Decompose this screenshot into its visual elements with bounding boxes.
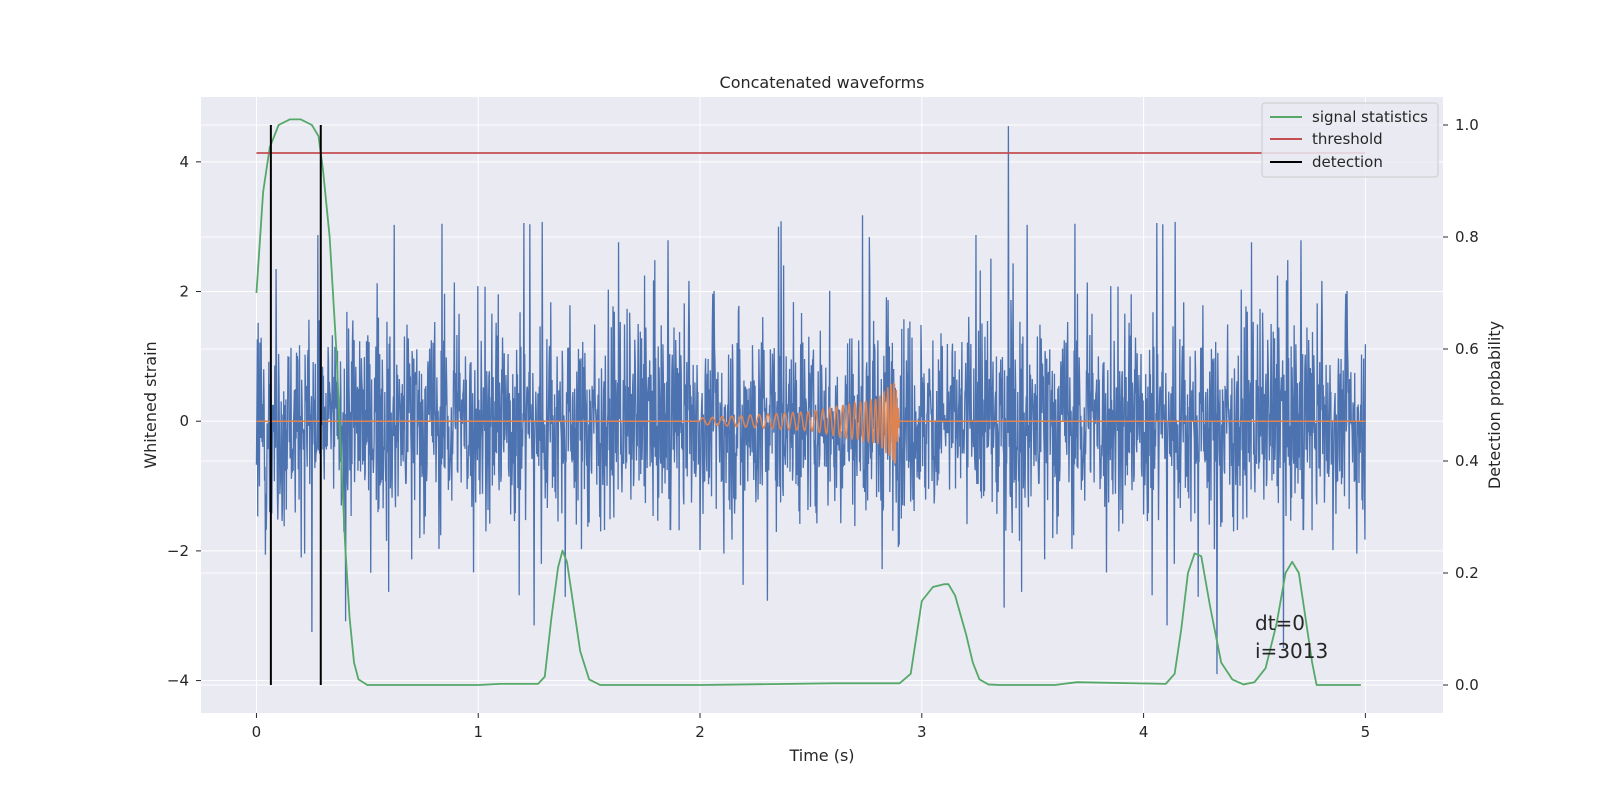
legend-label-threshold: threshold xyxy=(1312,130,1383,148)
y2-tick-label: 0.0 xyxy=(1455,676,1479,694)
annotation: dt=0 i=3013 xyxy=(1255,611,1328,663)
y-tick-label: 0 xyxy=(179,412,189,430)
legend-box xyxy=(1261,102,1439,178)
annotation-index: i=3013 xyxy=(1255,639,1328,663)
strain-noise-series xyxy=(255,126,1367,675)
injected-waveform-series xyxy=(256,382,1366,464)
y-tick-label: −2 xyxy=(167,542,189,560)
data-series-layer xyxy=(255,118,1367,686)
legend-label-signal-statistics: signal statistics xyxy=(1312,108,1428,126)
y2-tick-label: 0.4 xyxy=(1455,452,1479,470)
y-axis-label: Whitened strain xyxy=(141,341,160,468)
y2-tick-label: 0.8 xyxy=(1455,228,1479,246)
legend: signal statistics threshold detection xyxy=(1261,102,1439,178)
y2-tick-label: 0.2 xyxy=(1455,564,1479,582)
x-tick-label: 2 xyxy=(695,723,705,741)
y-tick-label: 2 xyxy=(179,283,189,301)
y2-tick-label: 0.6 xyxy=(1455,340,1479,358)
x-tick-label: 0 xyxy=(252,723,262,741)
x-tick-label: 5 xyxy=(1361,723,1371,741)
x-tick-label: 4 xyxy=(1139,723,1149,741)
y2-tick-label: 1.0 xyxy=(1455,116,1479,134)
signal-statistics-series xyxy=(255,118,1361,686)
x-tick-label: 1 xyxy=(473,723,483,741)
x-axis-label: Time (s) xyxy=(788,746,854,765)
chart-title: Concatenated waveforms xyxy=(720,73,925,92)
y2-axis-label: Detection probability xyxy=(1485,321,1504,489)
legend-label-detection: detection xyxy=(1312,153,1383,171)
y-tick-label: 4 xyxy=(179,153,189,171)
annotation-dt: dt=0 xyxy=(1255,611,1305,635)
y-tick-label: −4 xyxy=(167,672,189,690)
axis-ticks: 0 1 2 3 4 5 −4 −2 0 2 4 0.0 0.2 0.4 0.6 0.8 1.0 xyxy=(167,116,1479,741)
x-tick-label: 3 xyxy=(917,723,927,741)
